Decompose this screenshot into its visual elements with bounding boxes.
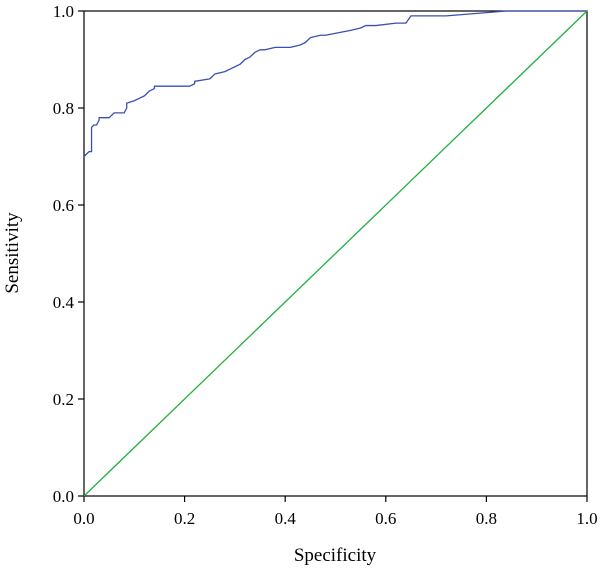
x-tick-label: 0.4 (275, 509, 297, 528)
x-tick-label: 0.0 (73, 509, 94, 528)
y-tick-label: 0.2 (53, 390, 74, 409)
y-tick-label: 0.8 (53, 99, 74, 118)
reference-diagonal-line (83, 10, 588, 497)
y-tick-label: 0.4 (53, 293, 75, 312)
y-tick-label: 0.6 (53, 196, 74, 215)
y-axis-title: Sensitivity (2, 212, 23, 294)
x-tick-label: 1.0 (576, 509, 597, 528)
x-tick-label: 0.8 (476, 509, 497, 528)
x-tick-label: 0.6 (375, 509, 396, 528)
y-tick-label: 0.0 (53, 487, 74, 506)
y-tick-label: 1.0 (53, 2, 74, 21)
x-axis: 0.0 0.2 0.4 0.6 0.8 1.0 (73, 496, 598, 528)
plot-frame (83, 10, 588, 497)
x-tick-label: 0.2 (174, 509, 195, 528)
roc-curve-line (83, 10, 587, 157)
x-axis-title: Specificity (294, 545, 377, 566)
series-group (83, 10, 588, 497)
y-axis: 0.0 0.2 0.4 0.6 0.8 1.0 (53, 2, 84, 506)
